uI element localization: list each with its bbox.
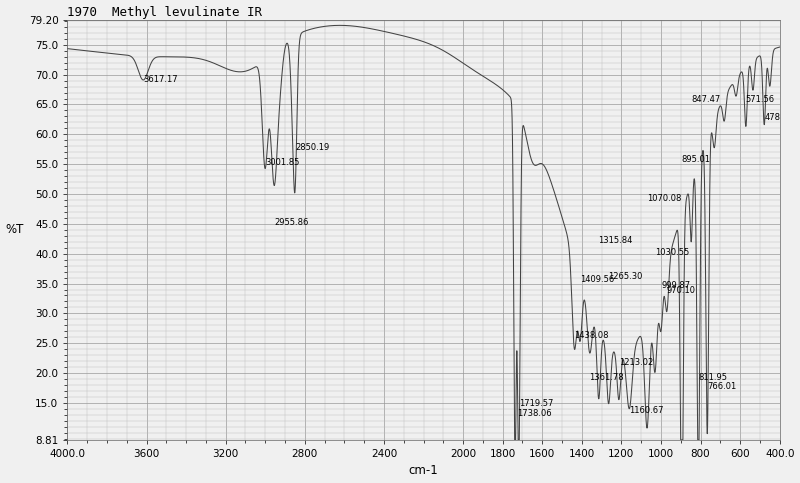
Text: 1361.78: 1361.78 [590, 373, 624, 382]
Text: 847.47: 847.47 [691, 96, 721, 104]
Text: 1213.02: 1213.02 [619, 358, 653, 367]
Text: 970.10: 970.10 [667, 286, 696, 296]
Text: 1409.56: 1409.56 [580, 274, 614, 284]
Text: 811.95: 811.95 [698, 373, 727, 382]
Text: 2955.86: 2955.86 [274, 218, 308, 227]
Text: 1970  Methyl levulinate IR: 1970 Methyl levulinate IR [67, 6, 262, 18]
Text: 1265.30: 1265.30 [609, 271, 643, 281]
Text: 1070.08: 1070.08 [647, 194, 682, 203]
Text: 1030.55: 1030.55 [655, 248, 689, 256]
Text: 766.01: 766.01 [707, 382, 737, 391]
Text: 1738.06: 1738.06 [517, 409, 551, 418]
X-axis label: cm-1: cm-1 [409, 465, 438, 477]
Text: 571.56: 571.56 [746, 96, 775, 104]
Text: 1438.08: 1438.08 [574, 331, 609, 340]
Text: 3001.85: 3001.85 [265, 158, 299, 167]
Text: 1719.57: 1719.57 [518, 398, 553, 408]
Text: 2850.19: 2850.19 [295, 143, 329, 152]
Text: 1160.67: 1160.67 [629, 406, 664, 415]
Y-axis label: %T: %T [6, 223, 24, 236]
Text: 1315.84: 1315.84 [598, 236, 633, 245]
Text: 999.87: 999.87 [661, 281, 690, 289]
Text: 3617.17: 3617.17 [143, 74, 178, 84]
Text: 478.46: 478.46 [764, 114, 794, 122]
Text: 895.01: 895.01 [682, 155, 710, 164]
